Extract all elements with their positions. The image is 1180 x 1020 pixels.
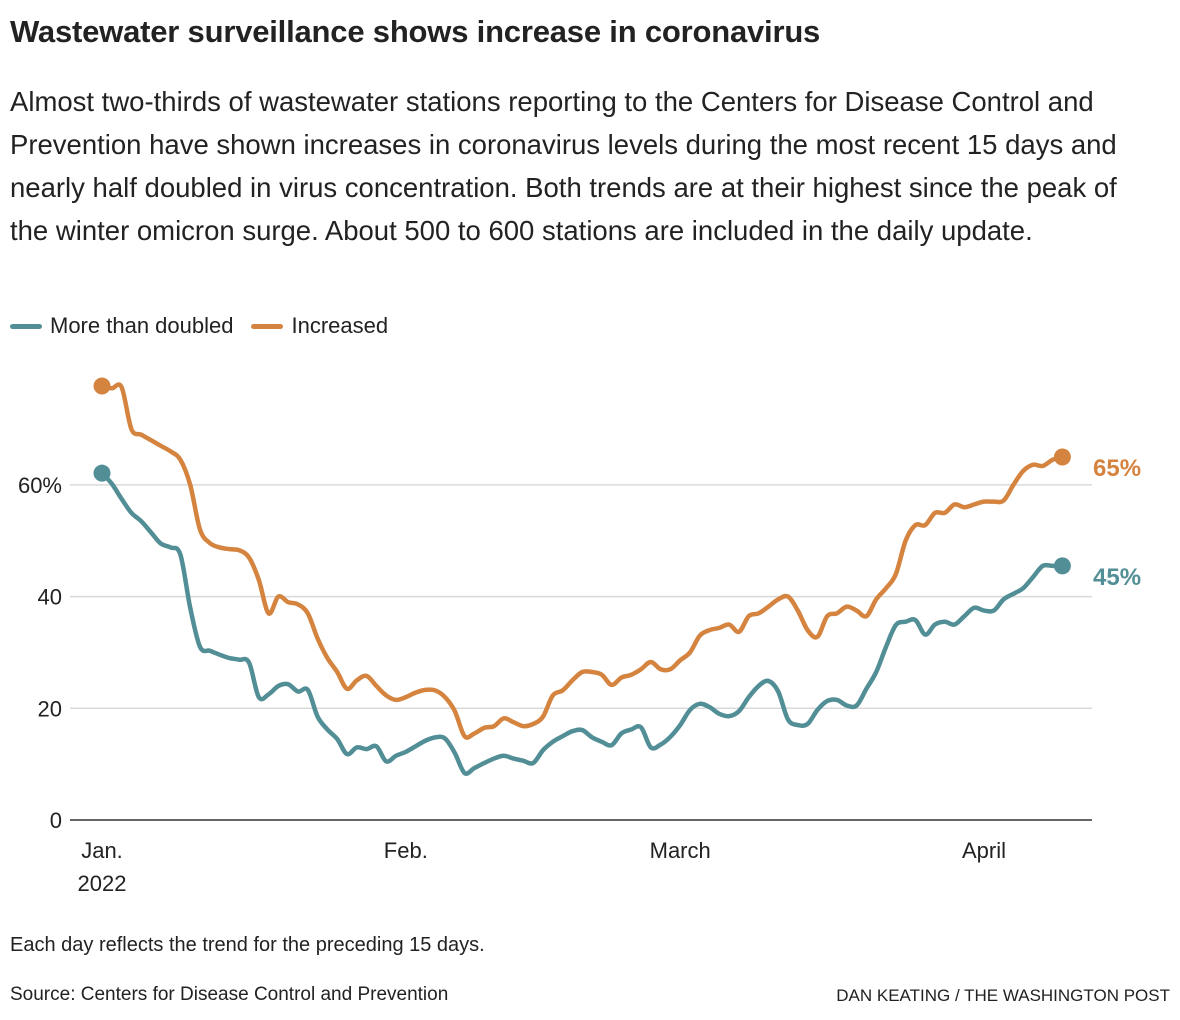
legend-swatch-orange [251, 323, 284, 329]
chart-note: Each day reflects the trend for the prec… [10, 934, 485, 956]
end-point-more-than-doubled [1053, 557, 1071, 575]
legend-label: More than doubled [50, 313, 234, 338]
chart-title: Wastewater surveillance shows increase i… [10, 14, 821, 49]
series-line-increased [99, 382, 1065, 740]
end-value-label-increased: 65% [1093, 455, 1141, 482]
legend-swatch-teal [10, 323, 42, 329]
end-point-increased [1053, 448, 1071, 466]
x-tick-label: April [962, 838, 1006, 863]
y-tick-label: 0 [50, 808, 62, 833]
start-point-increased [93, 377, 111, 395]
legend-label: Increased [291, 313, 389, 338]
y-tick-label: 60% [18, 473, 62, 498]
x-tick-sublabel: 2022 [78, 871, 127, 896]
y-tick-label: 20 [38, 696, 62, 721]
legend-item-more-than-doubled: More than doubled [10, 313, 233, 339]
credit-line: DAN KEATING / THE WASHINGTON POST [836, 986, 1170, 1005]
line-chart: 0 20 40 60% Jan. 2022 Feb. March April 45% 65% [18, 377, 1141, 896]
y-tick-label: 40 [38, 585, 62, 610]
chart-subtitle: Almost two-thirds of wastewater stations… [10, 86, 1117, 246]
start-point-more-than-doubled [93, 464, 111, 482]
end-value-label-more-than-doubled: 45% [1093, 564, 1141, 591]
x-tick-label: Jan. [81, 838, 123, 863]
x-tick-label: Feb. [384, 838, 428, 863]
series-line-more-than-doubled [99, 470, 1065, 776]
source-line: Source: Centers for Disease Control and … [10, 984, 449, 1005]
legend: More than doubled Increased [10, 313, 388, 339]
x-tick-label: March [650, 838, 711, 863]
legend-item-increased: Increased [251, 313, 388, 339]
